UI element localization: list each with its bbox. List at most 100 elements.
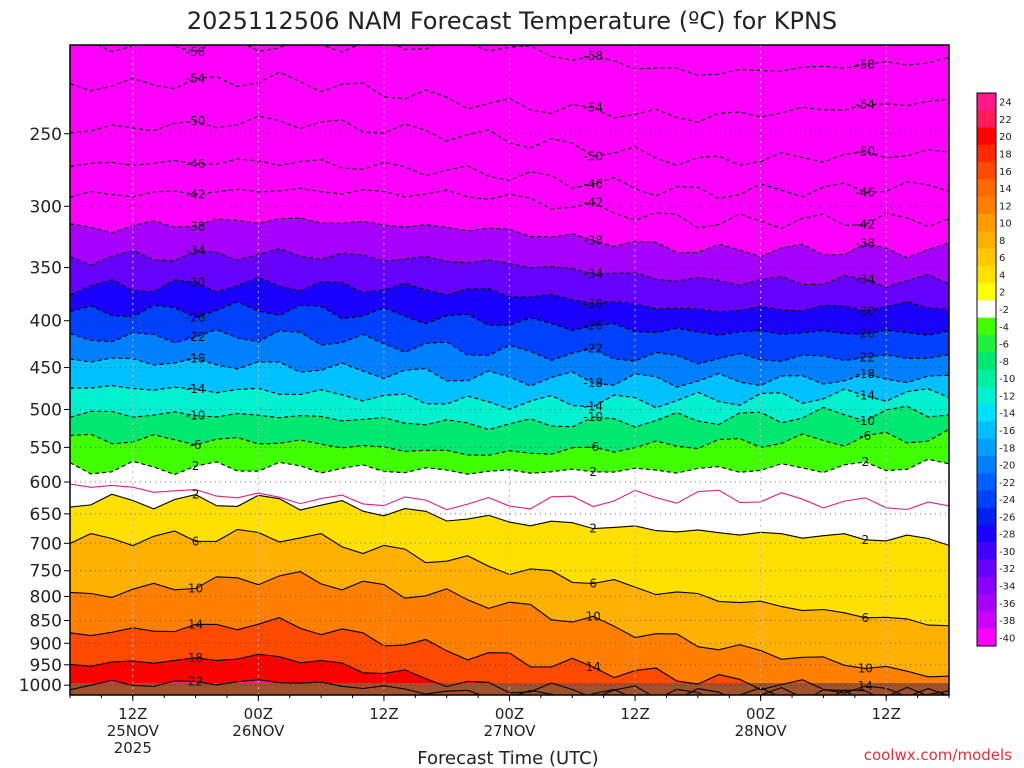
isotherm-label: -50 (583, 149, 603, 163)
isotherm-label: -54 (583, 101, 603, 115)
colorbar-label: 2 (999, 288, 1005, 299)
colorbar-label: -2 (999, 305, 1009, 316)
colorbar-label: -32 (999, 564, 1015, 575)
temperature-band (70, 385, 949, 430)
isotherm-label: -14 (186, 382, 206, 396)
isotherm-lines: -58 -58 -58 -54 -54 -54 -50 -50 -50 -46 -46 -46 -42 -… (70, 45, 949, 695)
isotherm-label: -22 (583, 342, 603, 356)
isotherm-label: -42 (583, 196, 603, 210)
isotherm-line (70, 385, 949, 410)
colorbar-label: -38 (999, 616, 1015, 627)
isotherm-label: -10 (186, 409, 206, 423)
chart-title: 2025112506 NAM Forecast Temperature (ºC)… (187, 7, 837, 35)
colorbar-swatch (977, 93, 996, 111)
isotherm-label: -14 (583, 400, 603, 414)
y-tick-label: 700 (30, 534, 62, 554)
colorbar-swatch (977, 628, 996, 647)
y-axis: 2503003504004505005506006507007508008509… (19, 125, 70, 696)
colorbar-frame (976, 92, 997, 647)
isotherm-label: -58 (186, 45, 206, 59)
colorbar-label: -34 (999, 582, 1015, 593)
plot-area: -58 -58 -58 -54 -54 -54 -50 -50 -50 -46 -46 -46 -42 -… (70, 45, 949, 695)
colorbar-label: -4 (999, 322, 1009, 333)
temperature-band (70, 358, 949, 410)
isotherm-label: 18 (188, 651, 203, 665)
colorbar-label: 6 (999, 253, 1005, 264)
colorbar-swatch (977, 559, 996, 578)
isotherm-line (70, 428, 949, 456)
colorbar-label: -6 (999, 340, 1009, 351)
colorbar-label: -30 (999, 547, 1015, 558)
colorbar-swatch (977, 300, 996, 319)
colorbar-label: 8 (999, 236, 1005, 247)
colorbar-label: -24 (999, 495, 1015, 506)
isotherm-label: -10 (855, 414, 875, 428)
isotherm-label: -30 (855, 304, 875, 318)
colorbar-label: 20 (999, 132, 1012, 143)
temperature-band (70, 188, 949, 258)
isotherm-label: -58 (583, 49, 603, 63)
temperature-band (70, 617, 949, 695)
isotherm-label: -26 (855, 327, 875, 341)
isotherm-label: -54 (186, 71, 206, 85)
colorbar-swatch (977, 179, 996, 198)
colorbar-label: 18 (999, 149, 1012, 160)
colorbar-label: 24 (999, 98, 1012, 109)
colorbar-label: 4 (999, 270, 1005, 281)
isotherm-label: -46 (855, 185, 875, 199)
isotherm-label: 6 (192, 534, 200, 548)
colorbar-swatch (977, 110, 996, 128)
isotherm-label: -26 (583, 319, 603, 333)
colorbar-swatch (977, 196, 996, 215)
colorbar-swatch (977, 248, 996, 267)
temperature-band (70, 429, 949, 475)
colorbar-label: 14 (999, 184, 1012, 195)
credit-link[interactable]: coolwx.com/models (864, 746, 1012, 764)
isotherm-line (70, 483, 949, 511)
isotherm-label: -14 (855, 389, 875, 403)
isotherm-label: -22 (186, 330, 206, 344)
x-tick-label: 28NOV (735, 722, 788, 740)
colorbar-swatch (977, 404, 996, 422)
isotherm-label: 22 (188, 674, 203, 688)
isotherm-label: 14 (188, 617, 203, 631)
y-tick-label: 600 (30, 473, 62, 493)
colorbar-label: -8 (999, 357, 1009, 368)
colorbar-swatch (977, 525, 996, 543)
y-tick-label: 750 (30, 562, 62, 582)
colorbar-label: -36 (999, 599, 1015, 610)
isotherm-label: -50 (186, 114, 206, 128)
colorbar-swatch (977, 213, 996, 232)
isotherm-line (70, 217, 949, 259)
colorbar-label: -22 (999, 478, 1015, 489)
isotherm-label: -34 (583, 267, 603, 281)
isotherm-label: 2 (589, 465, 597, 479)
isotherm-label: 2 (192, 459, 200, 473)
colorbar-swatch (977, 594, 996, 612)
x-tick-label: 00Z (244, 705, 273, 723)
colorbar-swatch (977, 421, 996, 440)
isotherm-label: -18 (186, 351, 206, 365)
x-tick-label: 12Z (872, 705, 901, 723)
isotherm-line (70, 158, 949, 199)
colorbar-swatch (977, 231, 996, 249)
colorbar-swatch (977, 144, 996, 163)
x-tick-label: 00Z (746, 705, 775, 723)
colorbar-label: 22 (999, 115, 1012, 126)
isotherm-line (70, 71, 949, 123)
colorbar-swatch (977, 386, 996, 405)
y-tick-label: 650 (30, 505, 62, 525)
colorbar-swatch (977, 317, 996, 336)
y-tick-label: 800 (30, 587, 62, 607)
colorbar-swatch (977, 490, 996, 509)
colorbar-label: -20 (999, 461, 1015, 472)
isotherm-label: -58 (855, 57, 875, 71)
colorbar: 24 22 20 18 16 14 12 10 8 6 4 2 -2 -4 -6 -8 -10 -12 -14 -16… (976, 92, 1015, 647)
isotherm-line (70, 277, 949, 313)
isotherm-label: 6 (589, 577, 597, 591)
isotherm-label: -38 (855, 237, 875, 251)
isotherm-line (70, 458, 949, 476)
temperature-band (70, 116, 949, 199)
